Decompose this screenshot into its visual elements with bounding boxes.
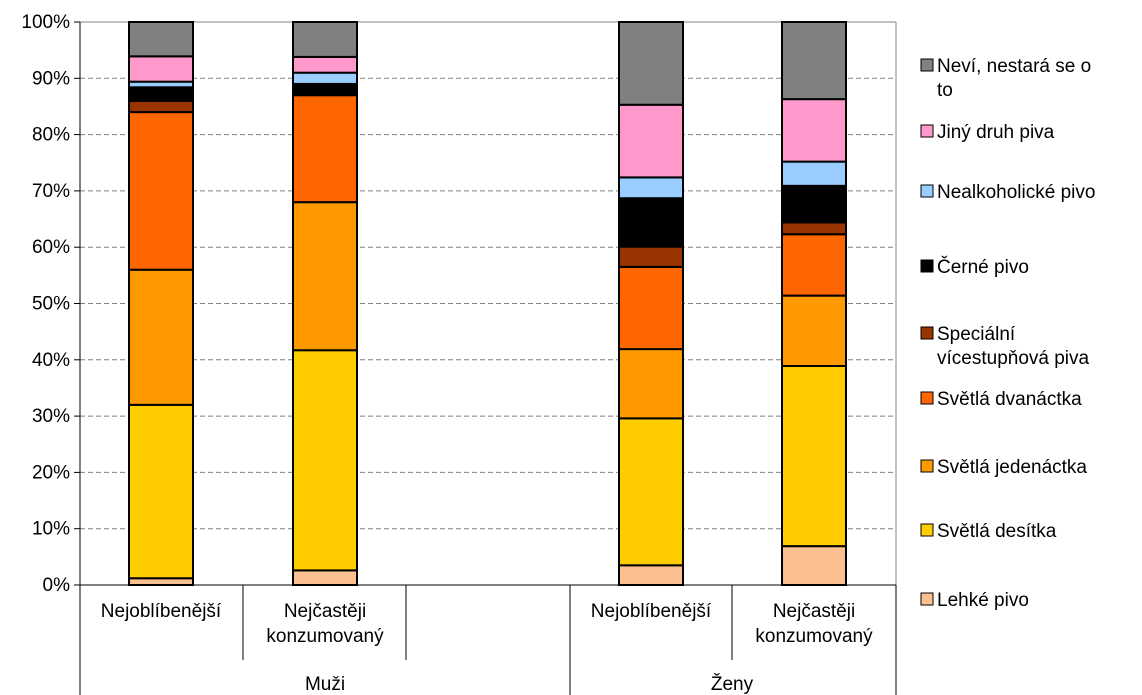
category-label: konzumovaný (266, 626, 384, 647)
legend-label: Jiný druh piva (937, 122, 1055, 143)
category-label: Nejčastěji (284, 601, 366, 622)
legend-label: Lehké pivo (937, 590, 1029, 611)
bar-segment (618, 176, 684, 200)
bar-segment (781, 294, 847, 367)
bar-segment (781, 184, 847, 224)
y-tick-label: 30% (32, 406, 70, 427)
bar-segment (292, 82, 358, 97)
bar-segment (618, 265, 684, 351)
bar-segment (128, 403, 194, 580)
bar-segment (618, 348, 684, 420)
bar-segment (292, 94, 358, 204)
legend-label: Neví, nestará se o (937, 56, 1091, 77)
bar-segment (618, 417, 684, 567)
group-label: Muži (305, 674, 345, 695)
bar-segment (292, 201, 358, 352)
y-tick-label: 20% (32, 462, 70, 483)
y-tick-label: 60% (32, 237, 70, 258)
bar-segment (781, 21, 847, 101)
bar-segment (618, 197, 684, 248)
legend-label: Světlá desítka (937, 521, 1057, 542)
bar-segment (128, 21, 194, 58)
legend-swatch (920, 592, 934, 606)
y-axis-ticks: 0% 10% 20% 30% 40% 50% 60% 70% 80% 90% 100% (21, 12, 70, 596)
bar-segment (292, 55, 358, 74)
y-tick-label: 0% (43, 575, 71, 596)
y-tick-label: 10% (32, 519, 70, 540)
y-tick-label: 40% (32, 350, 70, 371)
group-label: Ženy (711, 673, 754, 695)
y-tick-label: 90% (32, 68, 70, 89)
legend-label: Černé pivo (937, 256, 1029, 278)
legend-swatch (920, 459, 934, 473)
y-tick-label: 80% (32, 125, 70, 146)
legend-swatch (920, 124, 934, 138)
legend-label: Nealkoholické pivo (937, 182, 1095, 203)
bar-segment (781, 364, 847, 548)
bar-segment (292, 21, 358, 58)
bar-segment (618, 564, 684, 586)
bar-segment (292, 349, 358, 572)
bar-segment (781, 160, 847, 187)
bar-segment (128, 268, 194, 406)
category-label: konzumovaný (755, 626, 873, 647)
legend-swatch (920, 523, 934, 537)
legend-swatch (920, 326, 934, 340)
gridlines (80, 21, 897, 585)
bar-segment (618, 21, 684, 106)
bar-segment (781, 98, 847, 163)
bar-segment (618, 103, 684, 179)
legend-label: vícestupňová piva (937, 348, 1090, 369)
legend-label: to (937, 80, 953, 101)
bar-segment (292, 569, 358, 586)
axes (74, 21, 897, 695)
bar-segment (128, 99, 194, 114)
bar-segment (128, 111, 194, 271)
legend-swatch (920, 58, 934, 72)
bar-segment (128, 577, 194, 587)
legend-label: Světlá jedenáctka (937, 457, 1087, 478)
legend-swatch (920, 184, 934, 198)
bar-segment (781, 221, 847, 236)
category-label: Nejoblíbenější (591, 601, 712, 622)
bar-segment (781, 545, 847, 587)
legend-label: Světlá dvanáctka (937, 389, 1082, 410)
y-tick-label: 70% (32, 181, 70, 202)
bar-segment (128, 55, 194, 83)
x-axis-categories: Nejoblíbenější Nejčastěji konzumovaný Nejob… (101, 601, 873, 695)
category-label: Nejoblíbenější (101, 601, 222, 622)
bar-segment (618, 245, 684, 268)
legend-label: Speciální (937, 324, 1016, 345)
y-tick-label: 50% (32, 294, 70, 315)
bar-segment (781, 233, 847, 297)
legend-swatch (920, 391, 934, 405)
bar-segment (128, 86, 194, 102)
legend-swatch (920, 259, 934, 273)
bar-segment (292, 71, 358, 85)
category-label: Nejčastěji (773, 601, 855, 622)
legend: Neví, nestará se o to Jiný druh piva Nealko… (920, 56, 1095, 611)
y-tick-label: 100% (21, 12, 70, 33)
bars (128, 21, 847, 587)
